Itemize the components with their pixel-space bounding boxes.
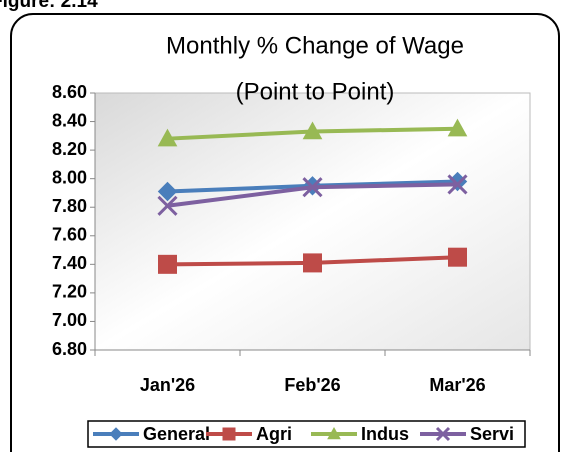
legend-marker	[222, 427, 236, 441]
marker	[158, 254, 177, 274]
y-tick-label: 7.80	[52, 196, 87, 216]
marker	[448, 247, 467, 267]
legend-marker	[327, 426, 341, 440]
y-tick-label: 7.40	[52, 253, 87, 273]
y-tick-label: 7.60	[52, 225, 87, 245]
marker	[302, 177, 323, 198]
x-tick-label: Jan'26	[140, 375, 195, 395]
x-tick-label: Feb'26	[284, 375, 340, 395]
legend-marker	[109, 427, 123, 441]
marker	[447, 118, 468, 137]
marker	[157, 181, 178, 202]
y-tick-label: 7.00	[52, 310, 87, 330]
legend-label: General	[143, 424, 210, 444]
y-tick-label: 6.80	[52, 339, 87, 359]
legend-label: Servi	[470, 424, 514, 444]
marker	[157, 128, 178, 147]
marker	[447, 174, 468, 195]
y-tick-label: 8.40	[52, 110, 87, 130]
y-tick-label: 8.00	[52, 167, 87, 187]
marker	[303, 253, 322, 273]
legend-label: Agri	[256, 424, 292, 444]
marker	[302, 121, 323, 140]
legend-marker	[435, 426, 451, 442]
y-tick-label: 8.60	[52, 82, 87, 102]
legend-label: Indus	[361, 424, 409, 444]
x-tick-label: Mar'26	[429, 375, 485, 395]
figure-label: Figure: 2.14	[0, 0, 98, 12]
chart-title: (Point to Point)	[236, 78, 395, 105]
y-tick-label: 8.20	[52, 139, 87, 159]
y-tick-label: 7.20	[52, 282, 87, 302]
chart-title: Monthly % Change of Wage	[166, 32, 464, 59]
chart-frame	[10, 13, 560, 452]
marker	[157, 195, 178, 216]
